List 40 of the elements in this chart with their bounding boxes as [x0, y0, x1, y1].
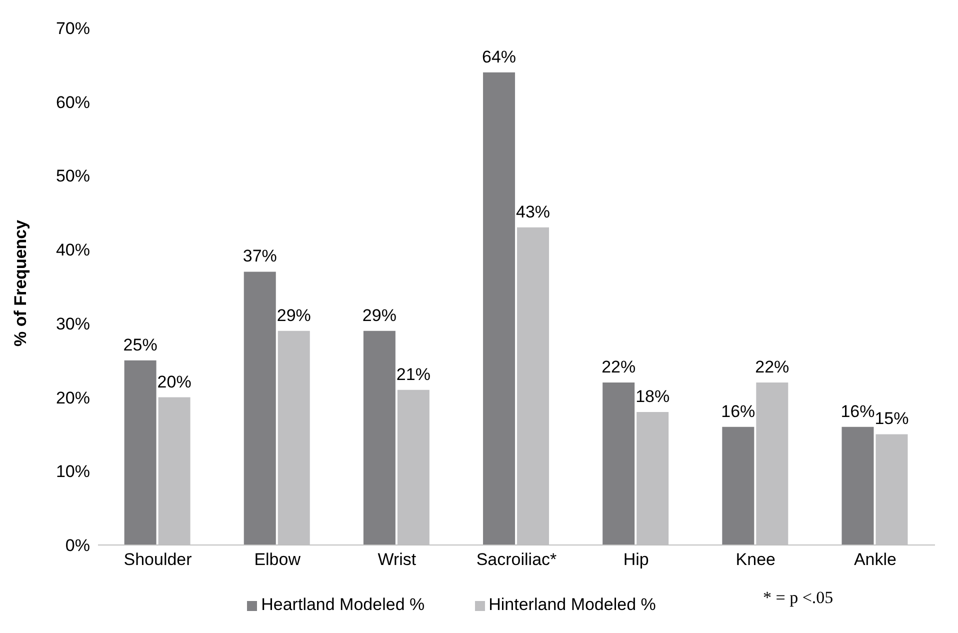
data-label: 29% — [362, 306, 396, 325]
data-label: 20% — [157, 372, 192, 392]
data-label: 21% — [396, 364, 430, 384]
y-tick-label: 20% — [56, 388, 90, 408]
legend-label: Heartland Modeled % — [261, 595, 425, 614]
data-label: 29% — [276, 306, 311, 325]
data-label: 16% — [840, 402, 875, 421]
data-label: 43% — [516, 202, 550, 222]
bar — [124, 360, 156, 545]
y-tick-label: 60% — [56, 92, 90, 112]
y-tick-label: 10% — [56, 462, 90, 482]
y-tick-label: 40% — [56, 240, 90, 260]
bar — [244, 272, 276, 545]
data-label: 64% — [482, 47, 516, 66]
bar — [722, 426, 754, 545]
x-tick-label: Wrist — [378, 550, 416, 570]
data-label: 22% — [755, 358, 790, 377]
data-label: 25% — [123, 335, 158, 354]
data-label: 22% — [602, 358, 636, 377]
x-tick-label: Ankle — [854, 550, 896, 570]
bar — [602, 382, 635, 545]
x-tick-label: Sacroiliac* — [476, 550, 558, 570]
data-label: 37% — [242, 246, 277, 266]
y-axis-title: % of Frequency — [11, 219, 30, 346]
y-tick-label: 0% — [65, 536, 90, 556]
x-tick-label: Shoulder — [124, 550, 192, 570]
data-label: 16% — [721, 402, 756, 421]
y-tick-label: 70% — [56, 19, 90, 38]
x-tick-label: Elbow — [254, 550, 302, 570]
bar — [483, 72, 516, 545]
y-tick-label: 50% — [56, 166, 90, 186]
x-tick-label: Knee — [736, 550, 776, 570]
data-label: 15% — [874, 409, 909, 428]
data-label: 18% — [636, 387, 670, 406]
bar — [363, 330, 396, 545]
text: * = p <.05 — [763, 588, 834, 608]
y-tick-label: 30% — [56, 314, 90, 334]
legend-label: Hinterland Modeled % — [488, 595, 656, 614]
bar — [842, 426, 874, 545]
x-tick-label: Hip — [623, 550, 649, 570]
